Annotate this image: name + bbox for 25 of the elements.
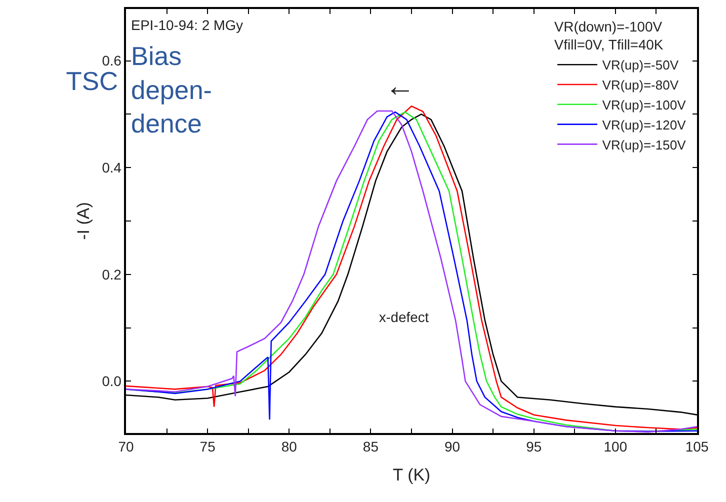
annotation: EPI-10-94: 2 MGy [131,17,244,33]
x-tick-label: 75 [200,438,216,455]
y-tick-label: 0.0 [102,373,122,390]
legend-label: VR(up)=-150V [602,137,686,152]
text: TSC [66,66,118,96]
annotation: ← [385,70,415,103]
y-tick-label: 0.6 [102,52,122,69]
y-axis-title: -I (A) [74,202,94,240]
legend-label: VR(up)=-120V [602,117,686,132]
x-tick-label: 80 [281,438,298,455]
x-tick-label: 85 [362,438,379,455]
legend-label: VR(up)=-100V [602,97,686,112]
x-tick-label: 70 [118,438,134,455]
legend-title: VR(down)=-100V Vfill=0V, Tfill=40K [554,18,664,53]
annotation: Bias depen- dence [131,41,212,139]
x-tick-label: 100 [604,438,628,455]
y-tick-label: 0.4 [102,160,122,176]
x-tick-label: 90 [444,438,460,455]
legend-label: VR(up)=-50V [602,58,679,73]
y-tick-label: 0.2 [102,266,122,282]
x-tick-label: 105 [685,438,709,455]
annotation: x-defect [379,309,429,325]
x-axis-title: T (K) [392,465,430,484]
x-tick-label: 95 [526,438,542,455]
legend-label: VR(up)=-80V [602,78,679,93]
